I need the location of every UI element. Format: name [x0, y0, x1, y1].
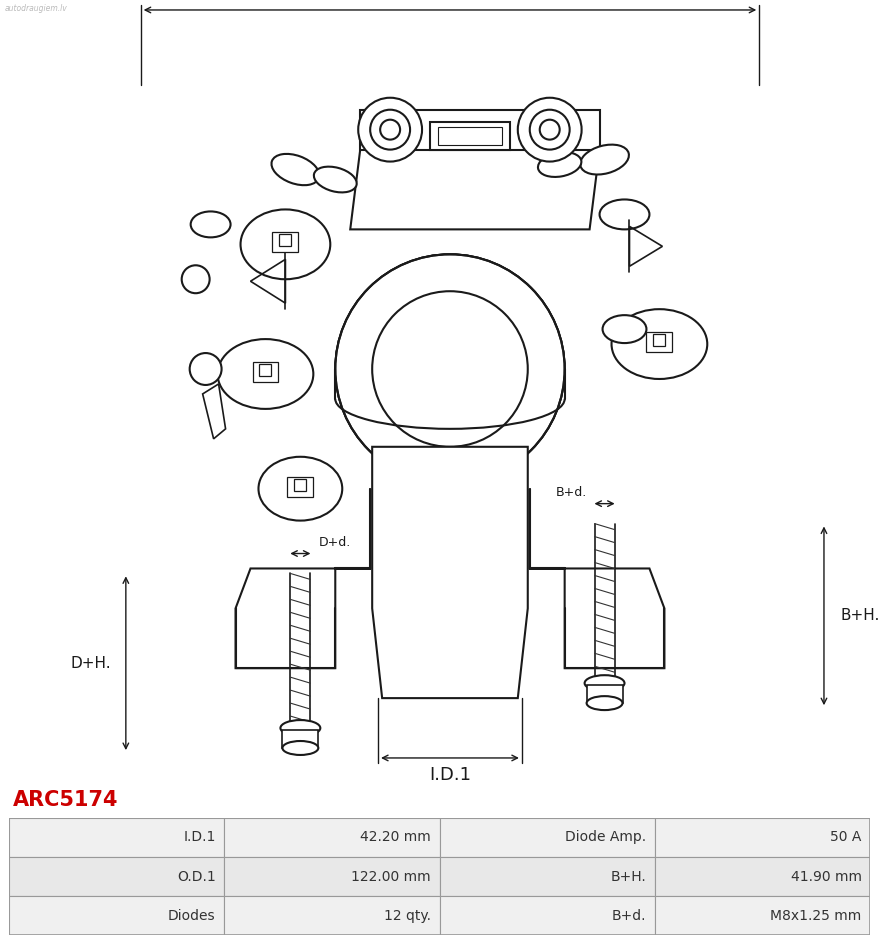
Bar [9, 857, 224, 896]
Circle shape [142, 82, 756, 697]
Ellipse shape [241, 210, 330, 279]
Text: Diode Amp.: Diode Amp. [565, 830, 645, 844]
Bar [654, 857, 869, 896]
Bar [439, 818, 654, 857]
Text: autodraugiem.lv: autodraugiem.lv [5, 4, 68, 13]
Ellipse shape [280, 720, 320, 736]
Ellipse shape [611, 309, 707, 379]
Bar [654, 896, 869, 935]
Text: 41.90 mm: 41.90 mm [789, 870, 860, 884]
Ellipse shape [258, 457, 342, 521]
Text: ARC5174: ARC5174 [13, 791, 119, 810]
Text: D+d.: D+d. [318, 536, 350, 549]
Text: I.D.1: I.D.1 [428, 766, 471, 784]
Text: 12 qty.: 12 qty. [384, 909, 430, 923]
Text: 122.00 mm: 122.00 mm [351, 870, 430, 884]
Circle shape [335, 255, 564, 484]
Bar [437, 127, 501, 145]
Text: D+H.: D+H. [70, 656, 111, 671]
Ellipse shape [537, 152, 580, 177]
Bar [224, 896, 439, 935]
Bar [224, 818, 439, 857]
Bar [9, 896, 224, 935]
Ellipse shape [191, 212, 230, 238]
Bar [272, 232, 298, 252]
Text: B+d.: B+d. [555, 486, 586, 498]
Ellipse shape [599, 199, 649, 229]
Bar [439, 896, 654, 935]
Polygon shape [529, 489, 664, 668]
Ellipse shape [218, 339, 313, 409]
Polygon shape [371, 446, 527, 698]
Bar [439, 857, 654, 896]
Bar [279, 234, 291, 246]
Text: I.D.1: I.D.1 [183, 830, 215, 844]
Circle shape [517, 98, 581, 162]
Text: O.D.1: O.D.1 [176, 870, 215, 884]
Bar [429, 121, 509, 149]
Polygon shape [360, 110, 599, 149]
Bar [645, 332, 672, 352]
Polygon shape [586, 685, 622, 703]
Bar [224, 857, 439, 896]
Ellipse shape [602, 315, 645, 343]
Ellipse shape [282, 741, 318, 755]
Text: Diodes: Diodes [168, 909, 215, 923]
Ellipse shape [579, 145, 628, 175]
Text: O.D.1: O.D.1 [424, 0, 474, 2]
Circle shape [190, 353, 221, 385]
Polygon shape [203, 384, 226, 439]
Text: 50 A: 50 A [830, 830, 860, 844]
Ellipse shape [586, 697, 622, 710]
Bar [287, 477, 313, 496]
Polygon shape [349, 149, 599, 229]
Bar [654, 818, 869, 857]
Bar [9, 818, 224, 857]
Text: B+H.: B+H. [610, 870, 645, 884]
Polygon shape [235, 489, 370, 668]
Polygon shape [282, 730, 318, 748]
Text: B+H.: B+H. [840, 608, 878, 623]
Text: B+d.: B+d. [611, 909, 645, 923]
Bar [252, 362, 278, 382]
Bar [294, 478, 306, 491]
Bar [652, 334, 665, 346]
Ellipse shape [584, 675, 623, 691]
Polygon shape [335, 369, 564, 588]
Ellipse shape [313, 166, 356, 193]
Circle shape [182, 265, 209, 293]
Circle shape [358, 98, 421, 162]
Ellipse shape [271, 154, 319, 185]
Bar [259, 364, 271, 376]
Text: 42.20 mm: 42.20 mm [360, 830, 430, 844]
Text: M8x1.25 mm: M8x1.25 mm [769, 909, 860, 923]
